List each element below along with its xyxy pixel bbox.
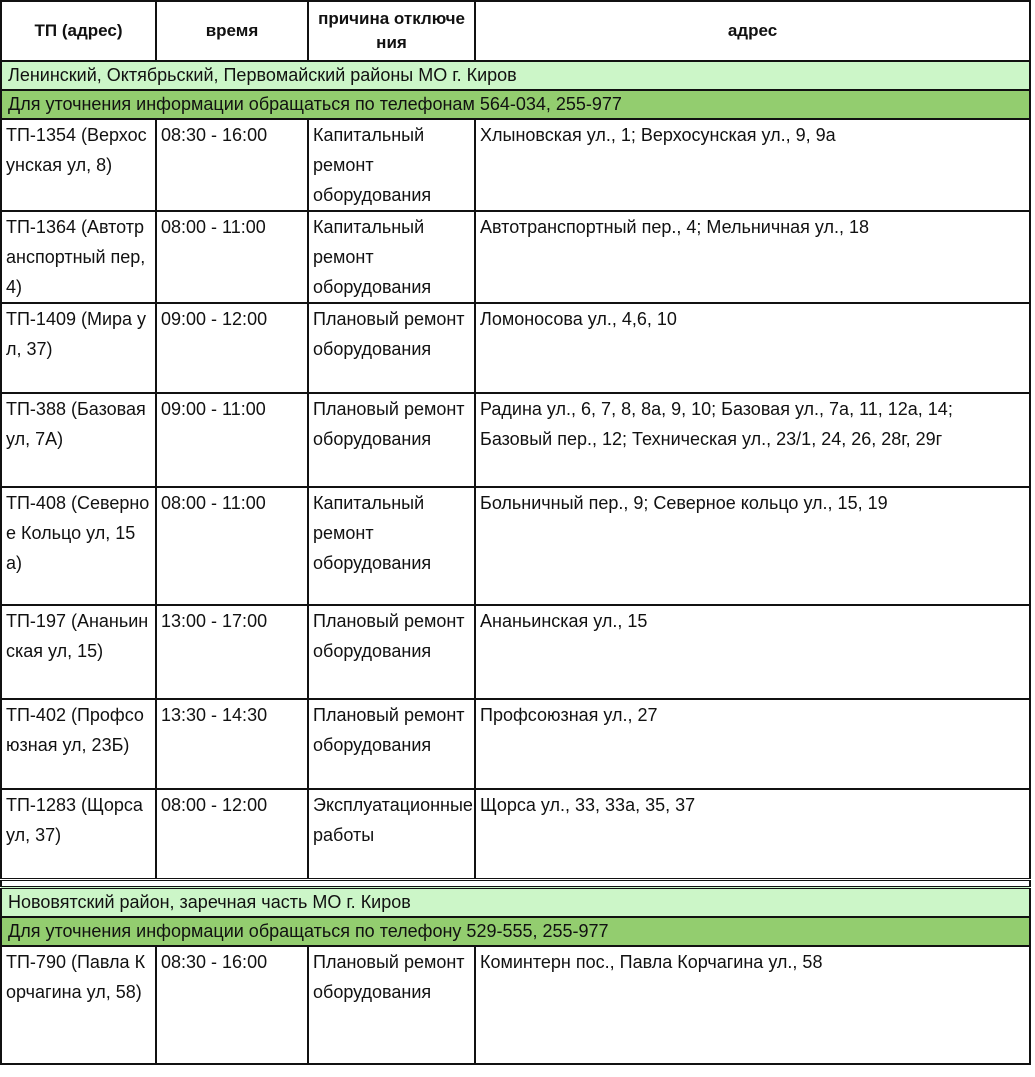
cell-address: Радина ул., 6, 7, 8, 8а, 9, 10; Базовая … <box>474 392 1031 488</box>
table-row: ТП-408 (Северное Кольцо ул, 15а) 08:00 -… <box>0 486 1031 606</box>
cell-reason: Плановый ремонт оборудования <box>307 302 476 394</box>
cell-reason: Плановый ремонт оборудования <box>307 604 476 700</box>
header-reason: причина отключения <box>307 0 476 62</box>
cell-reason: Плановый ремонт оборудования <box>307 944 476 1065</box>
cell-address: Автотранспортный пер., 4; Мельничная ул.… <box>474 210 1031 304</box>
cell-reason: Плановый ремонт оборудования <box>307 392 476 488</box>
cell-address: Ананьинская ул., 15 <box>474 604 1031 700</box>
header-time: время <box>155 0 309 62</box>
cell-time: 08:30 - 16:00 <box>155 118 309 212</box>
cell-reason: Эксплуатационные работы <box>307 788 476 880</box>
section-divider <box>0 877 1031 889</box>
section-title: Ленинский, Октябрьский, Первомайский рай… <box>0 60 1031 91</box>
cell-address: Ломоносова ул., 4,6, 10 <box>474 302 1031 394</box>
section-title-row: Ленинский, Октябрьский, Первомайский рай… <box>0 60 1031 91</box>
cell-time: 09:00 - 11:00 <box>155 392 309 488</box>
section-phone: Для уточнения информации обращаться по т… <box>0 89 1031 120</box>
cell-address: Коминтерн пос., Павла Корчагина ул., 58 <box>474 944 1031 1065</box>
table-row: ТП-1354 (Верхосунская ул, 8) 08:30 - 16:… <box>0 118 1031 212</box>
cell-tp: ТП-197 (Ананьинская ул, 15) <box>0 604 157 700</box>
cell-tp: ТП-790 (Павла Корчагина ул, 58) <box>0 944 157 1065</box>
cell-time: 08:00 - 11:00 <box>155 486 309 606</box>
table-row: ТП-1283 (Щорса ул, 37) 08:00 - 12:00 Экс… <box>0 788 1031 880</box>
cell-reason: Капитальный ремонт оборудования <box>307 118 476 212</box>
cell-address: Щорса ул., 33, 33а, 35, 37 <box>474 788 1031 880</box>
header-row: ТП (адрес) время причина отключения адре… <box>0 0 1031 62</box>
cell-time: 08:30 - 16:00 <box>155 944 309 1065</box>
table-row: ТП-197 (Ананьинская ул, 15) 13:00 - 17:0… <box>0 604 1031 700</box>
cell-tp: ТП-408 (Северное Кольцо ул, 15а) <box>0 486 157 606</box>
cell-tp: ТП-1364 (Автотранспортный пер, 4) <box>0 210 157 304</box>
section-title: Нововятский район, заречная часть МО г. … <box>0 886 1031 918</box>
cell-tp: ТП-388 (Базовая ул, 7А) <box>0 392 157 488</box>
cell-address: Больничный пер., 9; Северное кольцо ул.,… <box>474 486 1031 606</box>
cell-time: 13:00 - 17:00 <box>155 604 309 700</box>
cell-tp: ТП-1409 (Мира ул, 37) <box>0 302 157 394</box>
table-row: ТП-402 (Профсоюзная ул, 23Б) 13:30 - 14:… <box>0 698 1031 790</box>
section-phone: Для уточнения информации обращаться по т… <box>0 915 1031 947</box>
cell-tp: ТП-402 (Профсоюзная ул, 23Б) <box>0 698 157 790</box>
cell-time: 08:00 - 12:00 <box>155 788 309 880</box>
cell-reason: Плановый ремонт оборудования <box>307 698 476 790</box>
section-phone-row: Для уточнения информации обращаться по т… <box>0 915 1031 947</box>
header-tp: ТП (адрес) <box>0 0 157 62</box>
cell-time: 09:00 - 12:00 <box>155 302 309 394</box>
table-row: ТП-790 (Павла Корчагина ул, 58) 08:30 - … <box>0 944 1031 1065</box>
section-phone-row: Для уточнения информации обращаться по т… <box>0 89 1031 120</box>
cell-time: 08:00 - 11:00 <box>155 210 309 304</box>
cell-tp: ТП-1283 (Щорса ул, 37) <box>0 788 157 880</box>
cell-reason: Капитальный ремонт оборудования <box>307 210 476 304</box>
header-address: адрес <box>474 0 1031 62</box>
table-row: ТП-1409 (Мира ул, 37) 09:00 - 12:00 План… <box>0 302 1031 394</box>
cell-address: Хлыновская ул., 1; Верхосунская ул., 9, … <box>474 118 1031 212</box>
cell-time: 13:30 - 14:30 <box>155 698 309 790</box>
cell-tp: ТП-1354 (Верхосунская ул, 8) <box>0 118 157 212</box>
cell-address: Профсоюзная ул., 27 <box>474 698 1031 790</box>
section-title-row: Нововятский район, заречная часть МО г. … <box>0 886 1031 918</box>
table-row: ТП-1364 (Автотранспортный пер, 4) 08:00 … <box>0 210 1031 304</box>
table-row: ТП-388 (Базовая ул, 7А) 09:00 - 11:00 Пл… <box>0 392 1031 488</box>
cell-reason: Капитальный ремонт оборудования <box>307 486 476 606</box>
